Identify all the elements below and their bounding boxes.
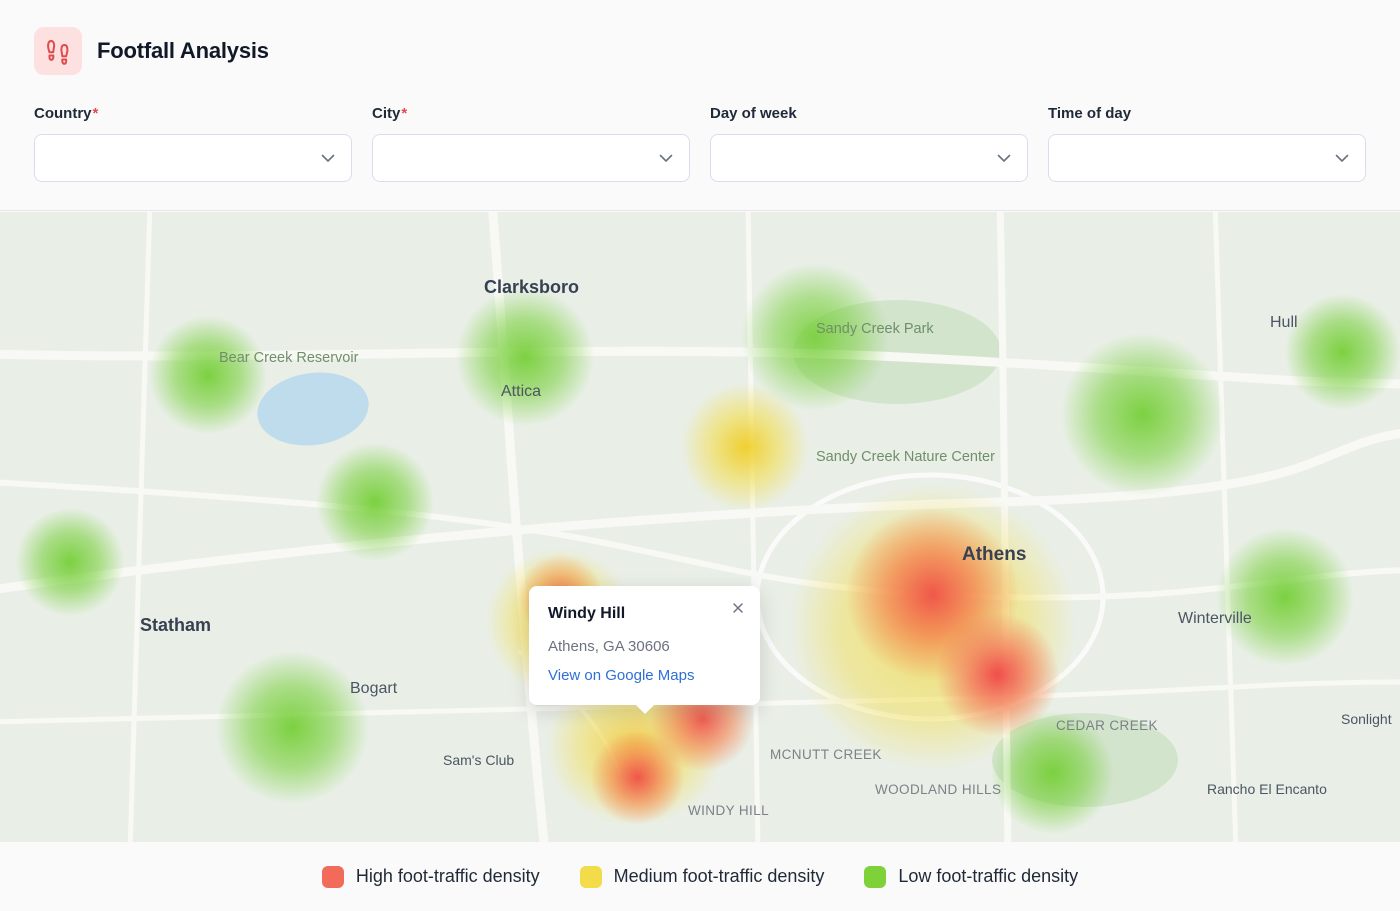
- map-canvas[interactable]: Clarksboro Attica Bear Creek Reservoir S…: [0, 212, 1400, 842]
- map-legend: High foot-traffic density Medium foot-tr…: [0, 842, 1400, 911]
- legend-swatch-medium: [579, 865, 602, 888]
- place-label-mcnutt-creek: MCNUTT CREEK: [770, 747, 882, 762]
- place-label-bear-creek-reservoir: Bear Creek Reservoir: [219, 350, 359, 366]
- chevron-down-icon: [997, 154, 1011, 162]
- country-filter: Country*: [34, 104, 352, 182]
- time-of-day-label: Time of day: [1048, 105, 1132, 122]
- legend-item-low: Low foot-traffic density: [864, 865, 1079, 888]
- brand: Footfall Analysis: [34, 27, 269, 75]
- legend-item-medium: Medium foot-traffic density: [579, 865, 825, 888]
- place-label-cedar-creek: CEDAR CREEK: [1056, 718, 1158, 733]
- legend-item-high: High foot-traffic density: [321, 865, 540, 888]
- legend-swatch-high: [321, 865, 344, 888]
- day-of-week-select[interactable]: [710, 134, 1028, 182]
- place-label-rancho-el-encanto: Rancho El Encanto: [1207, 781, 1327, 797]
- reservoir-water: [257, 372, 369, 446]
- place-label-sandy-creek-park: Sandy Creek Park: [816, 321, 934, 337]
- day-of-week-label: Day of week: [710, 105, 797, 122]
- place-label-attica: Attica: [501, 383, 542, 400]
- header: Footfall Analysis Country* City* Day of …: [0, 0, 1400, 211]
- chevron-down-icon: [321, 154, 335, 162]
- map-base-layer: [0, 212, 1400, 842]
- filters-bar: Country* City* Day of week: [34, 104, 1366, 182]
- legend-swatch-low: [864, 865, 887, 888]
- place-label-sonlight: Sonlight: [1341, 711, 1392, 727]
- place-label-sandy-creek-nature-center: Sandy Creek Nature Center: [816, 449, 995, 465]
- chevron-down-icon: [1335, 154, 1349, 162]
- place-label-bogart: Bogart: [350, 680, 398, 697]
- place-label-winterville: Winterville: [1178, 610, 1252, 627]
- popup-title: Windy Hill: [548, 605, 626, 622]
- day-of-week-filter: Day of week: [710, 104, 1028, 182]
- place-label-woodland-hills: WOODLAND HILLS: [875, 782, 1002, 797]
- time-of-day-select[interactable]: [1048, 134, 1366, 182]
- legend-label-low: Low foot-traffic density: [898, 866, 1079, 886]
- legend-label-high: High foot-traffic density: [355, 866, 540, 886]
- place-label-sams-club: Sam's Club: [443, 752, 515, 768]
- city-select[interactable]: [372, 134, 690, 182]
- place-label-hull: Hull: [1270, 314, 1298, 331]
- place-label-windy-hill: WINDY HILL: [688, 803, 770, 818]
- time-of-day-filter: Time of day: [1048, 104, 1366, 182]
- legend-label-medium: Medium foot-traffic density: [613, 866, 825, 886]
- place-label-statham: Statham: [140, 615, 212, 635]
- place-label-clarksboro: Clarksboro: [484, 277, 580, 297]
- popup-address: Athens, GA 30606: [548, 638, 670, 655]
- chevron-down-icon: [659, 154, 673, 162]
- view-on-google-maps-link[interactable]: View on Google Maps: [548, 667, 695, 684]
- country-select[interactable]: [34, 134, 352, 182]
- close-icon[interactable]: [730, 600, 746, 616]
- city-filter: City*: [372, 104, 690, 182]
- city-label: City*: [372, 105, 408, 122]
- page-title: Footfall Analysis: [97, 38, 269, 63]
- place-label-athens: Athens: [962, 544, 1027, 565]
- location-popup: Windy Hill Athens, GA 30606 View on Goog…: [529, 586, 760, 714]
- country-label: Country*: [34, 105, 99, 122]
- footprints-icon: [34, 27, 82, 75]
